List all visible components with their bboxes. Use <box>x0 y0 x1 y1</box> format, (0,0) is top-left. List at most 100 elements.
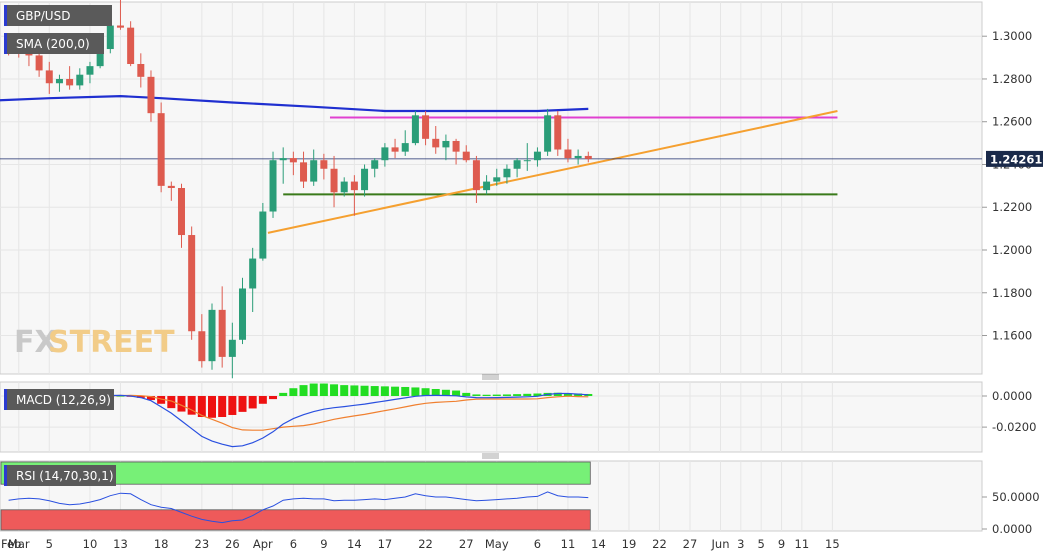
macd-histogram-bar <box>218 396 227 417</box>
candle-up <box>228 339 236 357</box>
symbol-label-marker <box>4 5 7 26</box>
x-tick-label: 22 <box>418 537 433 551</box>
grid-lines <box>0 2 982 531</box>
macd-histogram-bar <box>574 393 583 396</box>
macd-histogram-bar <box>462 392 471 396</box>
candle-up <box>96 49 104 67</box>
macd-histogram-bar <box>330 384 339 396</box>
sma-label-marker <box>4 33 7 54</box>
candle-up <box>411 115 419 144</box>
ascending-trendline <box>267 110 838 234</box>
macd-histogram-bar <box>482 394 491 396</box>
sma-label: SMA (200,0) <box>16 37 90 51</box>
macd-histogram-bar <box>401 386 410 396</box>
candle-up <box>86 66 94 75</box>
macd-histogram-bar <box>136 396 145 398</box>
rsi-line <box>8 491 589 524</box>
price-tick-label: 1.1800 <box>992 286 1032 300</box>
x-tick-label: 6 <box>290 537 297 551</box>
candle-down <box>300 162 308 182</box>
candle-down <box>127 27 135 64</box>
macd-label: MACD (12,26,9) <box>16 393 111 407</box>
candle-down <box>198 331 206 362</box>
candle-up <box>401 143 409 152</box>
candle-up <box>340 181 348 193</box>
x-tick-label: Mar <box>8 537 30 551</box>
watermark-street: STREET <box>48 325 175 360</box>
watermark-fx: FX <box>14 325 58 360</box>
price-tick-label: 1.3000 <box>992 29 1032 43</box>
macd-histogram-bar <box>563 393 572 396</box>
x-tick-label: 27 <box>459 537 474 551</box>
candle-up <box>513 160 521 169</box>
macd-histogram-bar <box>360 385 369 396</box>
candle-up <box>361 168 369 191</box>
candle-up <box>371 160 379 169</box>
macd-histogram-bar <box>146 396 155 401</box>
macd-histogram-bar <box>177 396 186 412</box>
rsi-overbought-zone <box>0 461 591 485</box>
macd-histogram-bar <box>238 396 247 412</box>
x-tick-label: Feb <box>1 537 21 551</box>
candle-down <box>147 76 155 114</box>
candle-up <box>269 160 277 212</box>
candle-down <box>167 185 175 188</box>
candle-down <box>137 64 145 77</box>
candle-down <box>554 115 562 150</box>
x-tick-label: 14 <box>347 537 362 551</box>
candle-up <box>76 74 84 86</box>
panel-labels: GBP/USD SMA (200,0) MACD (12,26,9) RSI (14,… <box>4 5 116 486</box>
macd-histogram-bar <box>441 389 450 396</box>
macd-histogram-bar <box>431 389 440 396</box>
x-tick-label: 11 <box>795 537 810 551</box>
candle-down <box>422 115 430 139</box>
x-tick-label: 5 <box>46 537 53 551</box>
rsi-oversold-zone <box>0 509 591 531</box>
macd-histogram-bar <box>187 396 196 415</box>
price-tick-label: 1.2000 <box>992 243 1032 257</box>
macd-histogram-bar <box>533 393 542 396</box>
x-tick-label: Apr <box>253 537 273 551</box>
macd-histogram-bar <box>340 385 349 396</box>
macd-histogram-bar <box>472 394 481 396</box>
macd-histogram-bar <box>523 393 532 396</box>
current-price-value: 1.242610 <box>990 152 1050 166</box>
x-tick-label: 23 <box>195 537 210 551</box>
macd-histogram-bar <box>553 392 562 396</box>
macd-histogram-bar <box>157 396 166 404</box>
rsi-tick-label: 0.0000 <box>992 522 1032 536</box>
x-tick-label: 27 <box>683 537 698 551</box>
rsi-label-bg <box>4 465 116 486</box>
x-tick-label: 19 <box>622 537 637 551</box>
candle-up <box>442 140 450 148</box>
price-tick-label: 1.2600 <box>992 115 1032 129</box>
x-tick-label: 9 <box>778 537 785 551</box>
x-tick-label: May <box>485 537 509 551</box>
x-tick-label: 3 <box>737 537 744 551</box>
candle-down <box>391 147 399 152</box>
candle-down <box>330 168 338 193</box>
candle-up <box>106 25 114 50</box>
symbol-label-bg <box>4 5 112 26</box>
macd-histogram-bar <box>299 385 308 396</box>
x-tick-label: 14 <box>591 537 606 551</box>
candle-up <box>208 309 216 362</box>
candle-down <box>188 235 196 332</box>
x-tick-label: 9 <box>320 537 327 551</box>
x-tick-label: Jun <box>711 537 730 551</box>
x-tick-label: 17 <box>378 537 393 551</box>
candle-up <box>259 211 267 259</box>
x-tick-label: 11 <box>561 537 576 551</box>
candle-down <box>116 25 124 28</box>
candles <box>5 0 592 379</box>
macd-histogram-bar <box>350 385 359 396</box>
macd-histogram-bar <box>380 386 389 396</box>
macd-histogram-bar <box>116 395 125 397</box>
price-panel-bg <box>0 1 983 375</box>
macd-histogram-bar <box>228 396 237 415</box>
candle-up <box>533 151 541 161</box>
candle-up <box>493 177 501 182</box>
price-tick-label: 1.2800 <box>992 72 1032 86</box>
macd-histogram-bar <box>258 396 267 404</box>
